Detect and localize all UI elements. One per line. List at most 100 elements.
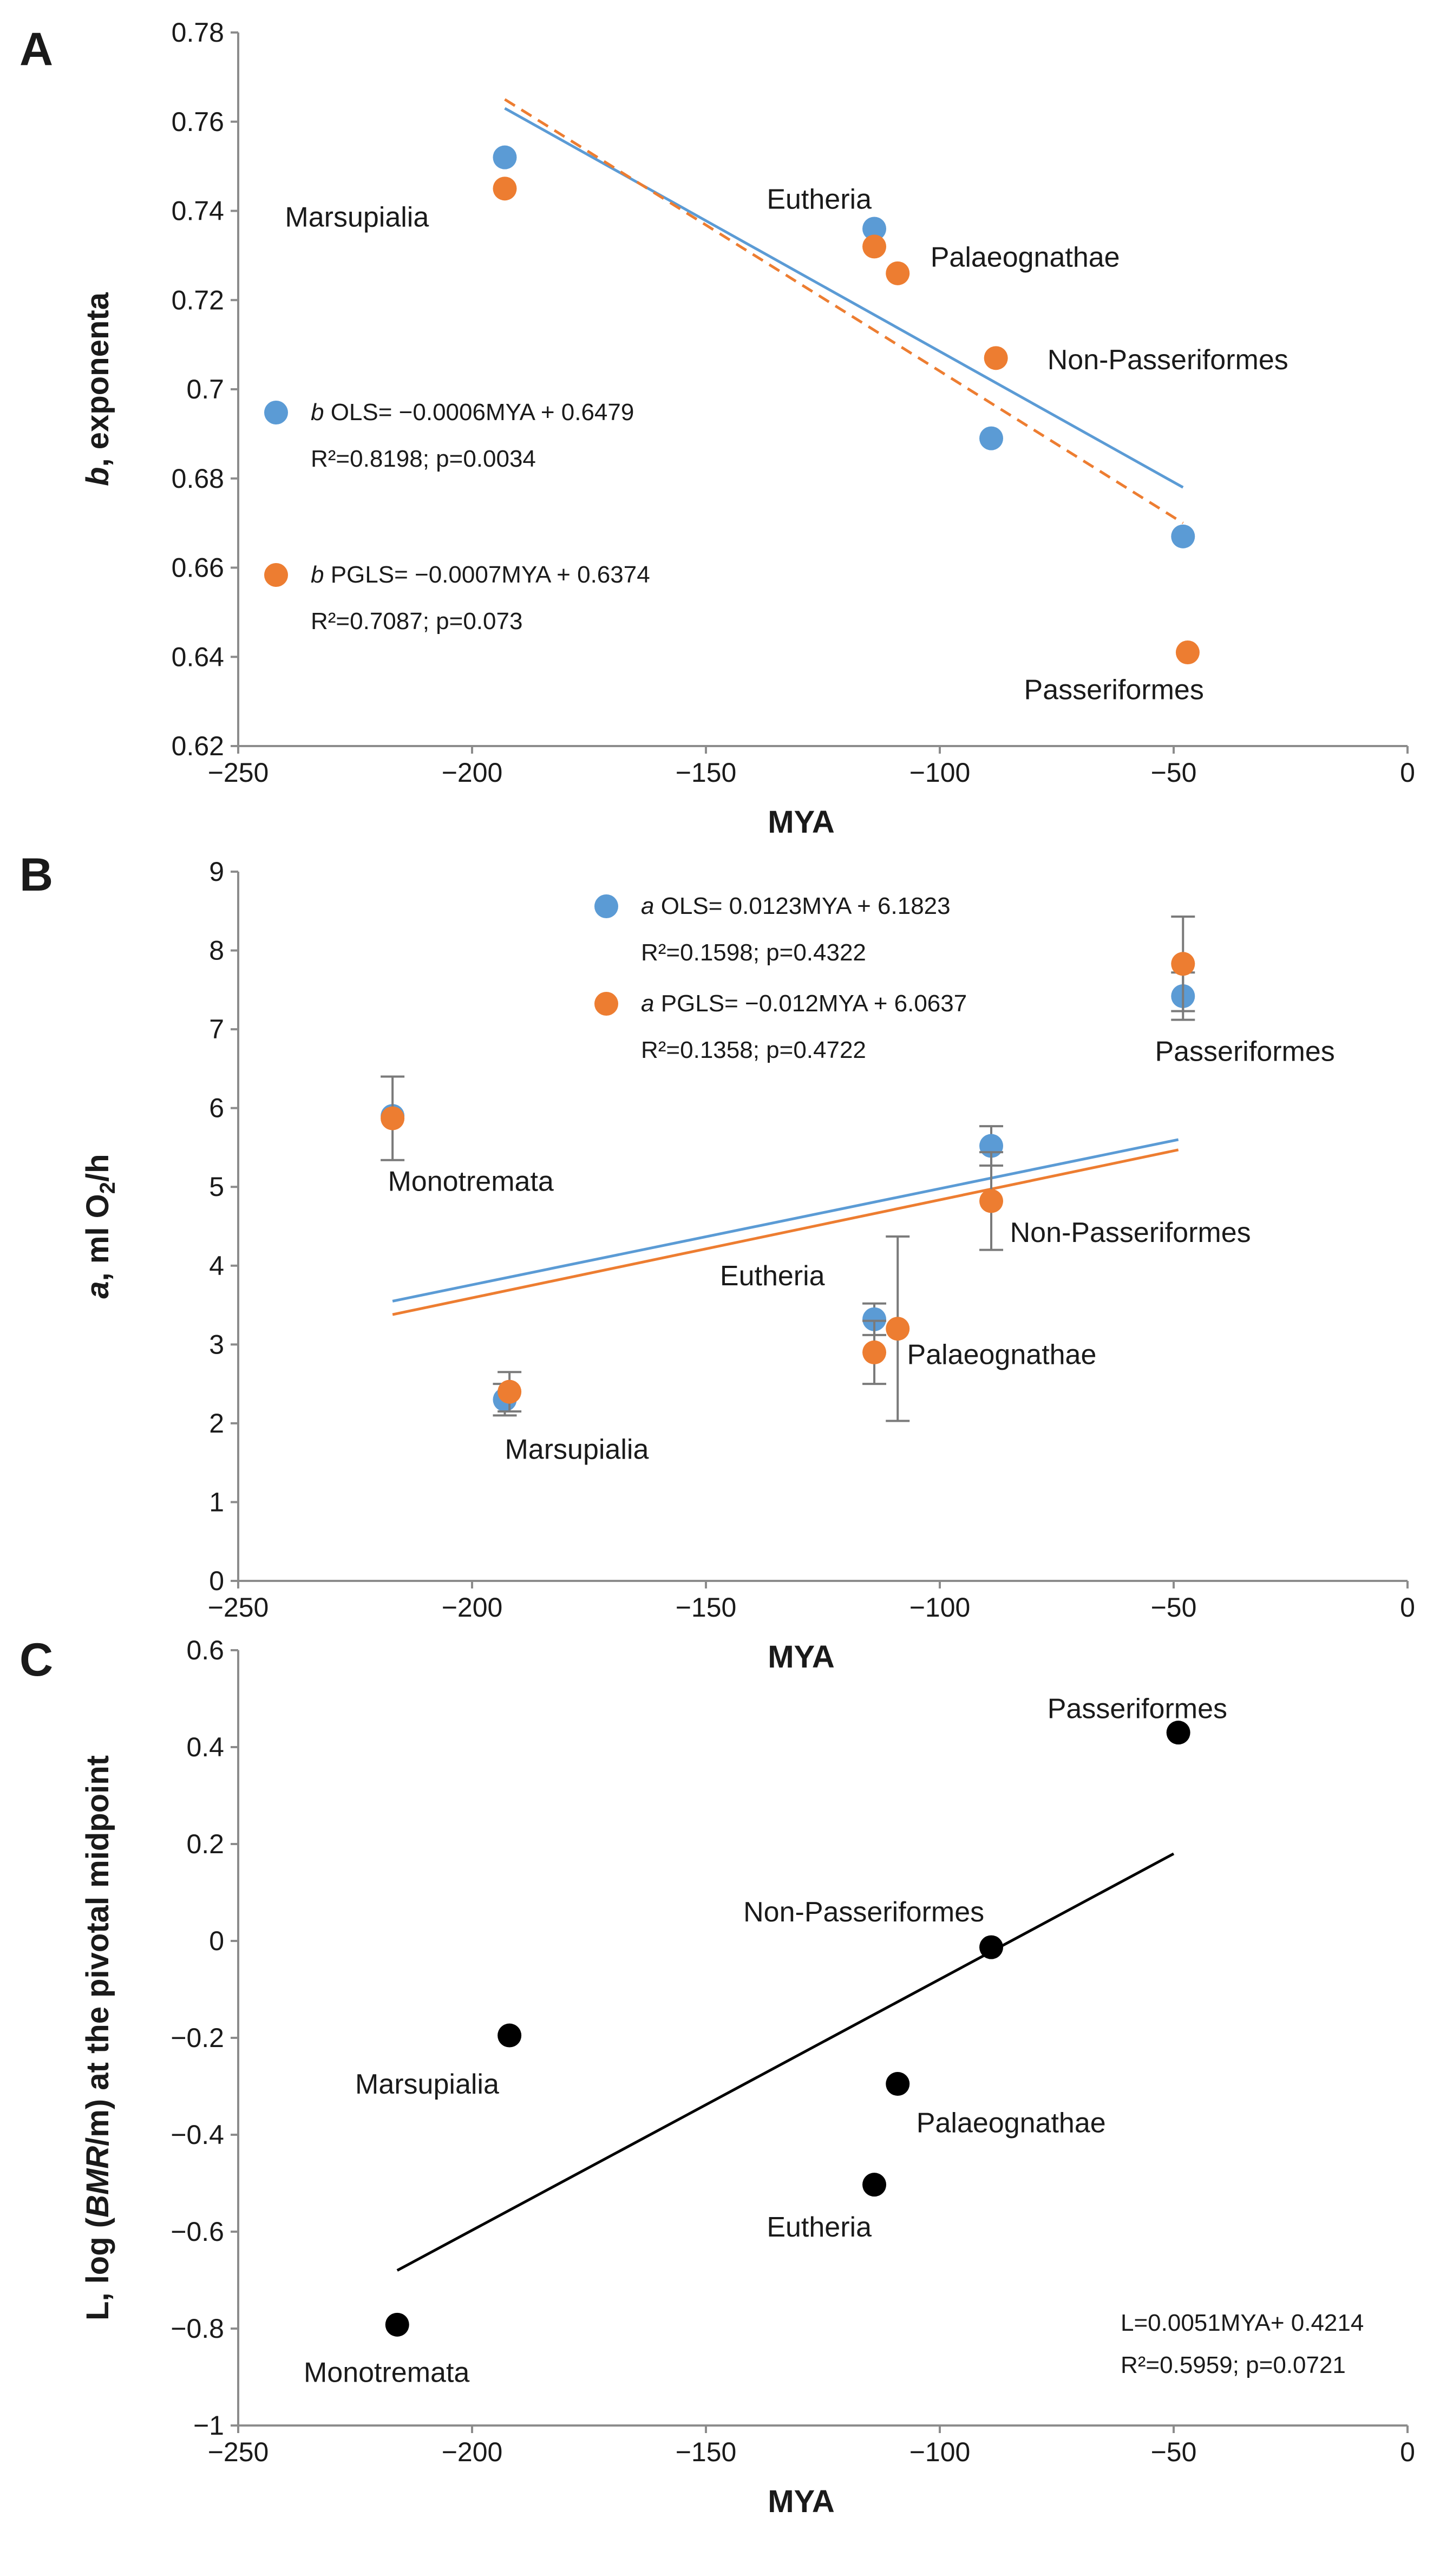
data-point-pgls	[886, 1317, 910, 1341]
data-point-all	[498, 2023, 522, 2048]
legend-stats: R²=0.7087; p=0.073	[311, 608, 522, 635]
x-tick-label: −200	[442, 757, 503, 788]
legend-marker-pgls	[264, 563, 288, 587]
point-label: Marsupialia	[355, 2069, 499, 2100]
y-tick-label: 0.68	[172, 463, 224, 494]
data-point-pgls	[984, 346, 1008, 370]
y-tick-label: 6	[209, 1093, 224, 1123]
point-label: Monotremata	[388, 1166, 553, 1198]
x-tick-label: −150	[676, 1592, 737, 1623]
y-tick-label: 0.7	[186, 374, 224, 404]
data-point-all	[979, 1935, 1004, 1959]
y-tick-label: −0.4	[171, 2120, 224, 2150]
fit-line-ols	[392, 1138, 1179, 1303]
x-tick-label: −50	[1151, 1592, 1197, 1623]
y-tick-label: 0.74	[172, 196, 224, 226]
data-point-all	[1166, 1721, 1190, 1745]
data-point-ols	[862, 217, 887, 241]
x-tick-label: −250	[208, 2437, 269, 2467]
legend-stats: R²=0.8198; p=0.0034	[311, 446, 536, 472]
data-point-pgls	[886, 261, 910, 285]
y-tick-label: 0.2	[186, 1829, 224, 1859]
x-tick-label: −50	[1151, 757, 1197, 788]
y-tick-label: 0.66	[172, 553, 224, 583]
y-tick-label: 0.76	[172, 107, 224, 137]
fit-line-pgls	[392, 1148, 1179, 1316]
data-point-pgls	[979, 1189, 1004, 1213]
x-tick-label: 0	[1400, 1592, 1415, 1623]
y-tick-label: 5	[209, 1172, 224, 1202]
legend-marker-ols	[264, 401, 288, 424]
x-axis-title: MYA	[768, 1639, 835, 1675]
data-point-all	[862, 2173, 887, 2197]
x-tick-label: 0	[1400, 2437, 1415, 2467]
data-point-pgls	[1175, 640, 1200, 665]
x-tick-label: −200	[442, 1592, 503, 1623]
panel-c: C −250 −200 −150 −100 −50 0 −1 −0.8 −0.6 −0.4 −0.2 0…	[19, 1634, 1415, 2519]
point-label: Palaeognathae	[907, 1339, 1097, 1371]
legend-marker-ols	[594, 894, 618, 918]
point-label: Monotremata	[304, 2357, 469, 2388]
y-tick-label: 0.62	[172, 731, 224, 761]
point-label: Eutheria	[767, 184, 872, 215]
data-point-pgls	[862, 1340, 887, 1364]
data-point-ols	[862, 1307, 887, 1331]
data-point-ols	[979, 426, 1004, 450]
data-point-all	[886, 2072, 910, 2096]
point-label: Passeriformes	[1048, 1693, 1227, 1724]
point-label: Passeriformes	[1024, 675, 1204, 706]
panel-letter: B	[19, 849, 53, 901]
x-tick-label: −150	[676, 2437, 737, 2467]
data-point-pgls	[381, 1106, 405, 1130]
y-axis-title: L, log (BMR/m) at the pivotal midpoint	[80, 1755, 115, 2320]
point-label: Non-Passeriformes	[1010, 1217, 1251, 1248]
legend-marker-pgls	[594, 992, 618, 1016]
equation-line: L=0.0051MYA+ 0.4214	[1121, 2310, 1364, 2336]
point-label: Palaeognathae	[931, 241, 1120, 273]
fit-line-pgls	[504, 98, 1184, 525]
y-tick-label: −0.6	[171, 2217, 224, 2247]
y-tick-label: −0.8	[171, 2313, 224, 2344]
y-tick-label: 0.64	[172, 642, 224, 672]
panel-letter: A	[19, 23, 53, 75]
y-tick-label: −0.2	[171, 2023, 224, 2053]
y-tick-label: 2	[209, 1408, 224, 1439]
data-point-pgls	[493, 176, 517, 201]
point-label: Non-Passeriformes	[1048, 344, 1288, 376]
x-tick-label: −100	[909, 1592, 971, 1623]
x-tick-label: −100	[909, 2437, 971, 2467]
y-tick-label: 0.72	[172, 285, 224, 315]
legend-stats: R²=0.1358; p=0.4722	[641, 1037, 866, 1063]
fit-line-all	[396, 1852, 1175, 2272]
data-point-ols	[493, 145, 517, 169]
x-tick-label: −200	[442, 2437, 503, 2467]
y-tick-label: 0.78	[172, 17, 224, 48]
x-tick-label: 0	[1400, 757, 1415, 788]
x-tick-label: −50	[1151, 2437, 1197, 2467]
y-tick-label: 3	[209, 1329, 224, 1359]
point-label: Non-Passeriformes	[743, 1897, 984, 1928]
x-tick-label: −250	[208, 757, 269, 788]
data-point-ols	[1171, 524, 1195, 548]
y-tick-label: 1	[209, 1487, 224, 1517]
point-label: Eutheria	[767, 2212, 872, 2243]
point-label: Marsupialia	[505, 1434, 649, 1465]
data-point-pgls	[498, 1379, 522, 1404]
y-tick-label: −1	[193, 2410, 224, 2441]
y-tick-label: 0	[209, 1566, 224, 1596]
fit-line-ols	[504, 107, 1184, 489]
y-tick-label: 7	[209, 1014, 224, 1044]
point-label: Passeriformes	[1155, 1036, 1334, 1067]
equation-stats: R²=0.5959; p=0.0721	[1121, 2352, 1346, 2378]
panel-b: B −250 −200 −150 −100 −50 0 0 1 2 3 4 5 6 7 8 9 MYA a, ml …	[19, 849, 1415, 1675]
x-tick-label: −150	[676, 757, 737, 788]
x-tick-label: −250	[208, 1592, 269, 1623]
y-tick-label: 4	[209, 1251, 224, 1281]
x-tick-label: −100	[909, 757, 971, 788]
data-point-pgls	[862, 234, 887, 259]
legend-equation: b OLS= −0.0006MYA + 0.6479	[311, 399, 634, 426]
y-axis-title: b, exponenta	[80, 292, 115, 486]
panel-a: A −250 −200 −150 −100 −50 0 0.62 0.64 0.66 0.68 0.7…	[19, 17, 1415, 840]
data-point-all	[385, 2312, 409, 2337]
